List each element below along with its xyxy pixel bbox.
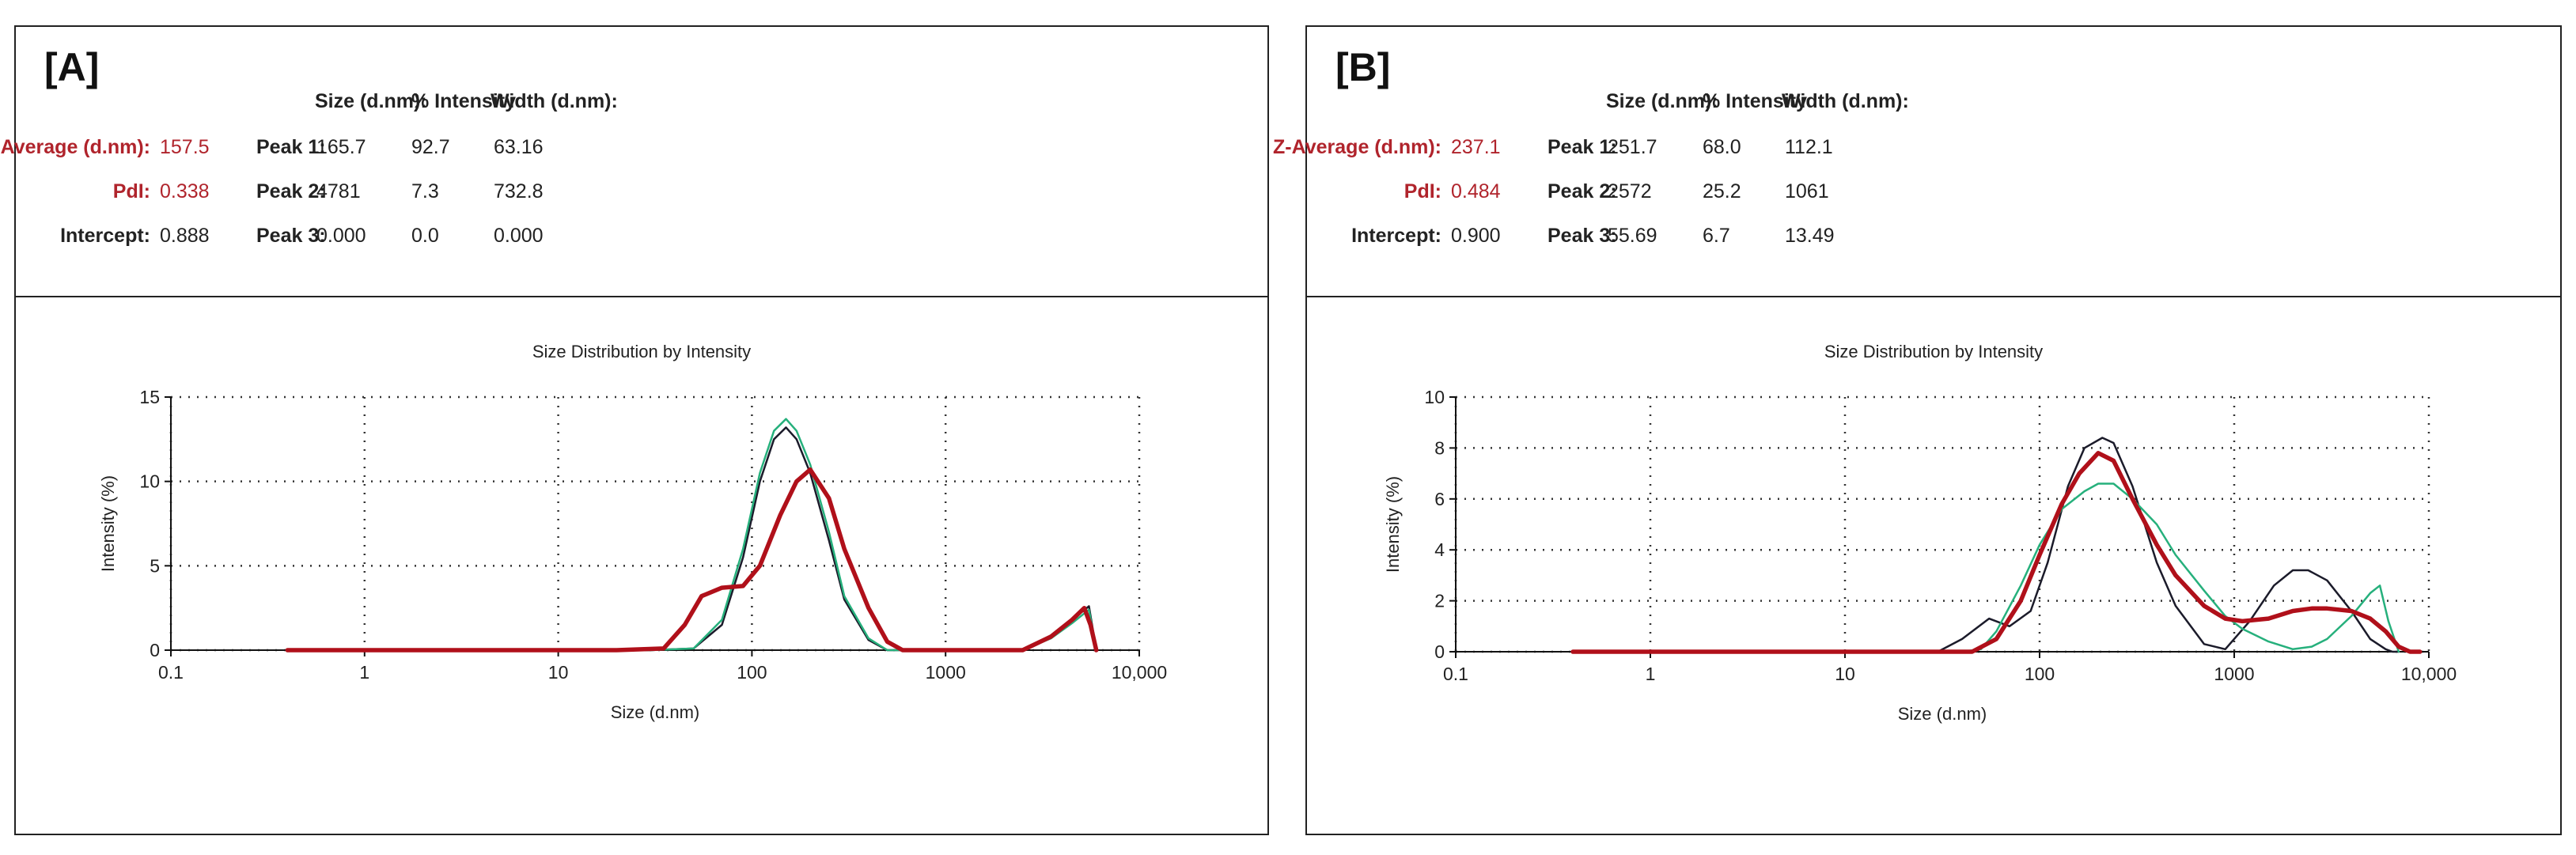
z-average-label: Z-Average (d.nm): — [1273, 136, 1441, 158]
size-distribution-chart-b: Size Distribution by Intensity 0.1 1 10 100… — [1305, 297, 2562, 835]
z-average-value: 237.1 — [1451, 136, 1501, 158]
peak-3-intensity: 6.7 — [1703, 225, 1730, 247]
x-tick-label: 0.1 — [1443, 664, 1468, 684]
intercept-value: 0.888 — [160, 225, 210, 247]
intercept-label: Intercept: — [1351, 225, 1441, 247]
peak-1-label: Peak 1: — [1547, 136, 1617, 158]
grid — [169, 395, 1141, 652]
peak-2-label: Peak 2: — [256, 180, 326, 202]
series-line-black — [1571, 437, 2400, 653]
x-axis-title: Size (d.nm) — [611, 702, 699, 722]
y-tick-label: 5 — [150, 555, 160, 576]
peak-3-intensity: 0.0 — [411, 225, 439, 247]
pdi-value: 0.338 — [160, 180, 210, 202]
results-summary-b: [B] Size (d.nm): % Intensity Width (d.nm… — [1273, 25, 2562, 297]
y-axis-title: Intensity (%) — [1383, 476, 1403, 573]
y-tick-label: 2 — [1434, 591, 1445, 611]
chart-title: Size Distribution by Intensity — [532, 342, 752, 361]
peak-1-size: 251.7 — [1608, 136, 1657, 158]
y-axis-title: Intensity (%) — [98, 475, 118, 572]
x-tick-label: 1000 — [926, 662, 966, 683]
peak-intensity-header: % Intensity — [411, 90, 516, 112]
peak-1-label: Peak 1: — [256, 136, 326, 158]
pdi-label: PdI: — [1404, 180, 1441, 202]
peak-2-intensity: 25.2 — [1703, 180, 1741, 202]
y-tick-label: 4 — [1434, 539, 1445, 560]
peak-1-size: 165.7 — [316, 136, 366, 158]
peak-2-width: 1061 — [1785, 180, 1829, 202]
pdi-value: 0.484 — [1451, 180, 1501, 202]
chart-title: Size Distribution by Intensity — [1824, 342, 2044, 361]
peak-2-label: Peak 2: — [1547, 180, 1617, 202]
y-tick-label: 8 — [1434, 437, 1445, 458]
peak-size-header: Size (d.nm): — [1606, 90, 1718, 112]
peak-3-width: 0.000 — [494, 225, 544, 247]
intercept-label: Intercept: — [60, 225, 150, 247]
panel-b: [B] Size (d.nm): % Intensity Width (d.nm… — [1273, 25, 2562, 835]
y-tick-label: 10 — [1424, 387, 1445, 407]
panel-label: [A] — [44, 45, 100, 89]
pdi-label: PdI: — [112, 180, 150, 202]
peak-1-intensity: 92.7 — [411, 136, 450, 158]
series-line-red — [285, 467, 1099, 653]
x-axis-title: Size (d.nm) — [1898, 704, 1987, 724]
y-tick-label: 0 — [150, 640, 160, 660]
results-summary-a: [A] Size (d.nm): % Intensity Width (d.nm… — [0, 25, 1269, 297]
x-tick-label: 10 — [548, 662, 569, 683]
series-line-green — [1571, 482, 2400, 653]
y-tick-label: 15 — [139, 387, 160, 407]
intercept-value: 0.900 — [1451, 225, 1501, 247]
peak-2-size: 2572 — [1608, 180, 1652, 202]
peak-2-size: 4781 — [316, 180, 361, 202]
x-tick-label: 100 — [737, 662, 767, 683]
peak-width-header: Width (d.nm): — [491, 90, 618, 112]
series-line-red — [1570, 451, 2423, 654]
peak-3-width: 13.49 — [1785, 225, 1835, 247]
peak-1-width: 63.16 — [494, 136, 544, 158]
peak-3-size: 0.000 — [316, 225, 366, 247]
peak-1-intensity: 68.0 — [1703, 136, 1741, 158]
size-distribution-chart-a: Size Distribution by Intensity 0.1 1 10 100… — [14, 297, 1269, 835]
peak-1-width: 112.1 — [1785, 136, 1833, 158]
x-tick-label: 1000 — [2214, 664, 2254, 684]
x-tick-label: 10,000 — [2401, 664, 2457, 684]
x-tick-label: 0.1 — [158, 662, 184, 683]
chart-svg: 0.1 1 10 100 1000 10,000 0 2 4 6 8 10 Size (d.nm) Int… — [1383, 387, 2457, 724]
peak-size-header: Size (d.nm): — [315, 90, 427, 112]
y-tick-label: 6 — [1434, 489, 1445, 509]
panel-label: [B] — [1335, 45, 1391, 89]
x-tick-label: 1 — [359, 662, 369, 683]
x-tick-label: 10 — [1835, 664, 1855, 684]
peak-3-size: 55.69 — [1608, 225, 1657, 247]
z-average-label: Z-Average (d.nm): — [0, 136, 150, 158]
y-tick-label: 0 — [1434, 641, 1445, 662]
x-tick-label: 10,000 — [1112, 662, 1167, 683]
peak-3-label: Peak 3: — [1547, 225, 1617, 247]
x-tick-label: 100 — [2025, 664, 2055, 684]
peak-intensity-header: % Intensity — [1703, 90, 1807, 112]
chart-svg: 0.1 1 10 100 1000 10,000 0 5 10 15 Size (d.nm) Inte… — [98, 387, 1167, 722]
peak-3-label: Peak 3: — [256, 225, 326, 247]
peak-2-intensity: 7.3 — [411, 180, 439, 202]
panel-a: [A] Size (d.nm): % Intensity Width (d.nm… — [0, 25, 1269, 835]
z-average-value: 157.5 — [160, 136, 210, 158]
y-tick-label: 10 — [139, 471, 160, 492]
peak-2-width: 732.8 — [494, 180, 544, 202]
peak-width-header: Width (d.nm): — [1782, 90, 1909, 112]
x-tick-label: 1 — [1646, 664, 1656, 684]
